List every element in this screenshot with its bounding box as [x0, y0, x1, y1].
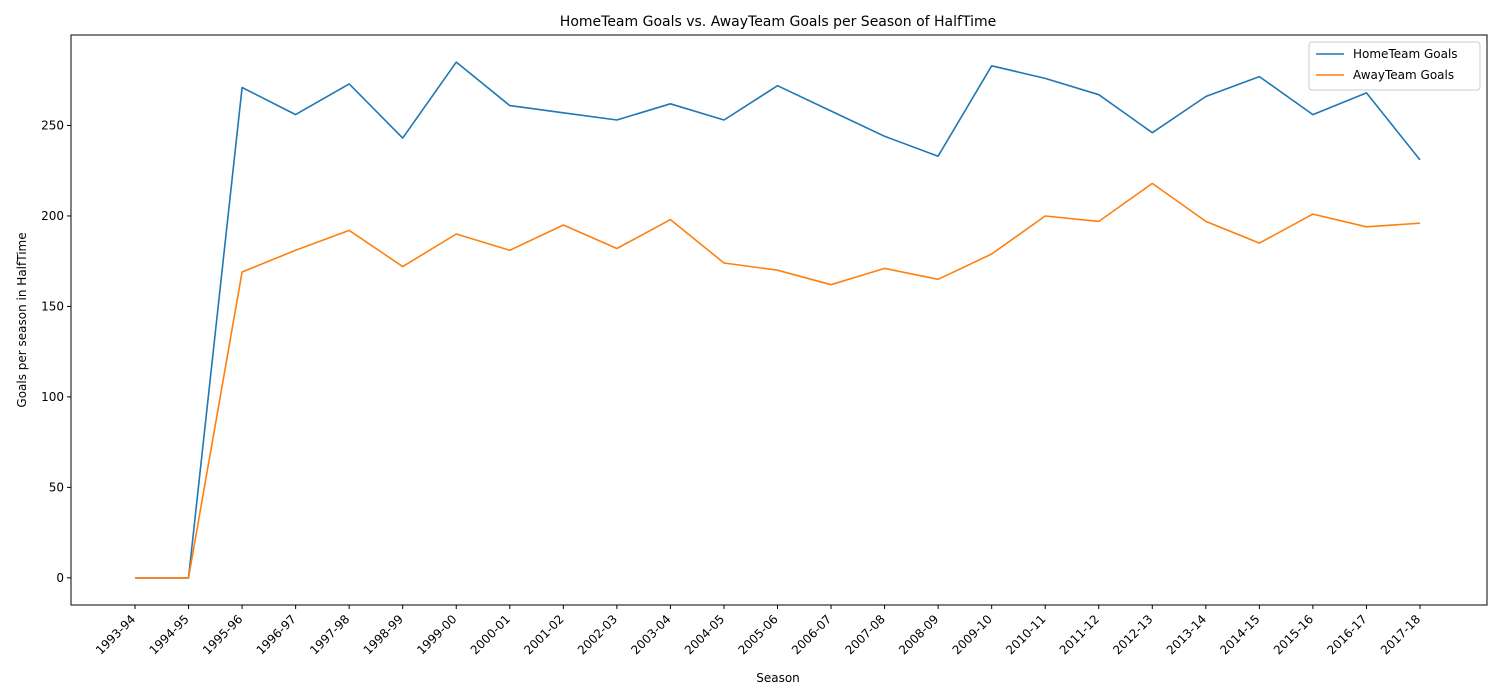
legend-label-home: HomeTeam Goals: [1353, 47, 1458, 61]
x-tick-label: 1998-99: [361, 612, 406, 657]
x-tick-label: 2008-09: [896, 612, 941, 657]
y-tick-label: 100: [41, 390, 64, 404]
x-tick-label: 2003-04: [628, 612, 673, 657]
x-tick-label: 1999-00: [414, 612, 459, 657]
x-tick-label: 2011-12: [1057, 612, 1102, 657]
x-tick-label: 2002-03: [575, 612, 620, 657]
legend-label-away: AwayTeam Goals: [1353, 68, 1454, 82]
x-tick-label: 2016-17: [1324, 612, 1369, 657]
x-tick-label: 1997-98: [307, 612, 352, 657]
x-tick-label: 2010-11: [1003, 612, 1048, 657]
x-tick-label: 1995-96: [200, 612, 245, 657]
y-axis-ticks: 0 50 100 150 200 250: [41, 118, 71, 585]
x-tick-label: 2009-10: [950, 612, 995, 657]
x-tick-label: 2000-01: [468, 612, 513, 657]
x-tick-label: 1996-97: [254, 612, 299, 657]
y-tick-label: 50: [49, 480, 64, 494]
plot-frame: [70, 34, 1488, 606]
x-tick-label: 2004-05: [682, 612, 727, 657]
x-tick-label: 2013-14: [1164, 612, 1209, 657]
y-tick-label: 250: [41, 118, 64, 132]
x-tick-label: 1994-95: [146, 612, 191, 657]
series-lines: [135, 61, 1421, 579]
x-tick-label: 2012-13: [1110, 612, 1155, 657]
x-tick-label: 2015-16: [1271, 612, 1316, 657]
legend-box: [1308, 41, 1481, 91]
x-tick-label: 2014-15: [1217, 612, 1262, 657]
x-axis-ticks: 1993-94 1994-95 1995-96 1996-97 1997-98 1998-…: [93, 605, 1423, 657]
x-tick-label: 2017-18: [1378, 612, 1423, 657]
y-tick-label: 150: [41, 299, 64, 313]
x-tick-label: 2005-06: [735, 612, 780, 657]
y-axis-label: Goals per season in HalfTime: [15, 232, 29, 407]
legend: HomeTeam Goals AwayTeam Goals: [1308, 41, 1481, 91]
series-line-hometeam-goals: [135, 61, 1421, 579]
series-line-awayteam-goals: [135, 182, 1421, 579]
x-tick-label: 2007-08: [843, 612, 888, 657]
x-tick-label: 2001-02: [521, 612, 566, 657]
y-tick-label: 0: [56, 571, 64, 585]
x-tick-label: 1993-94: [93, 612, 138, 657]
y-tick-label: 200: [41, 209, 64, 223]
x-axis-label: Season: [756, 671, 800, 685]
x-tick-label: 2006-07: [789, 612, 834, 657]
chart-title: HomeTeam Goals vs. AwayTeam Goals per Se…: [560, 14, 996, 30]
